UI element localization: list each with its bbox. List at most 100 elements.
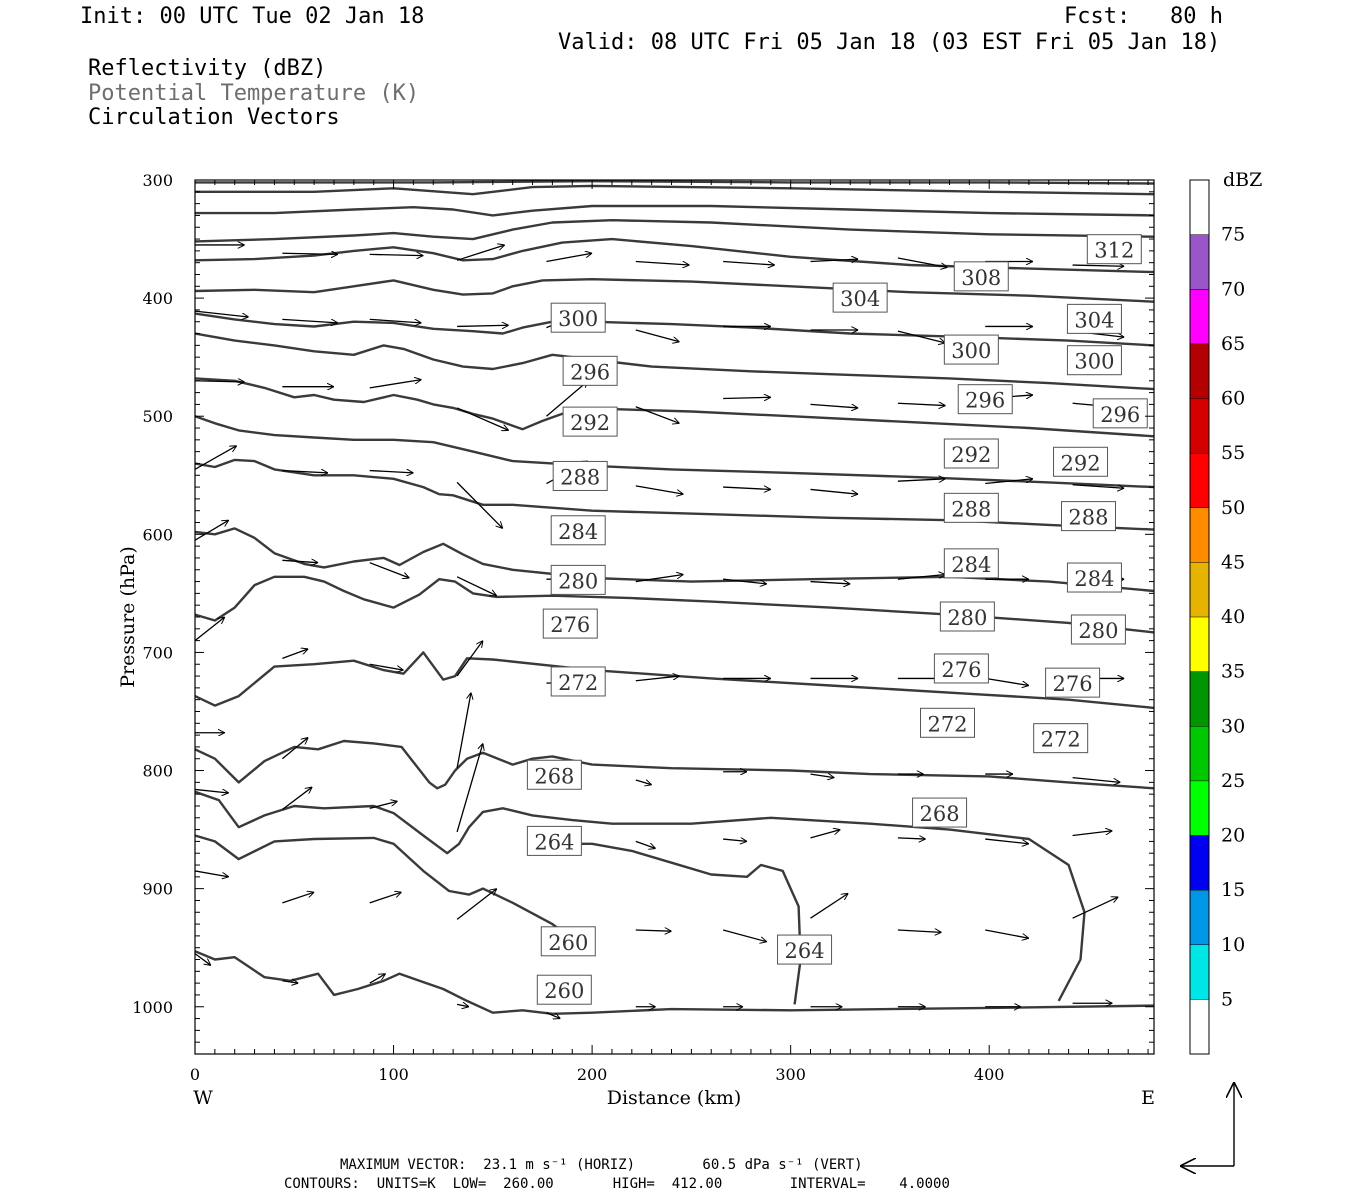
- east-label: E: [1141, 1087, 1155, 1109]
- theta-contour-320: [195, 204, 1154, 217]
- circulation-vector: [369, 974, 386, 984]
- circulation-vector: [369, 562, 410, 578]
- contour-label-box: [1086, 234, 1142, 265]
- colorbar-swatch: [1190, 453, 1209, 508]
- colorbar-unit-label: dBZ: [1223, 169, 1262, 191]
- contour-label-box: [552, 460, 608, 491]
- circulation-vector: [635, 930, 672, 931]
- contour-label: 288: [560, 465, 600, 489]
- circulation-vector: [635, 676, 680, 682]
- contour-label: 272: [558, 671, 598, 695]
- valid-time: Valid: 08 UTC Fri 05 Jan 18 (03 EST Fri …: [558, 30, 1221, 55]
- circulation-vector: [282, 981, 298, 983]
- circulation-vector: [985, 838, 1029, 844]
- contour-label: 280: [947, 606, 987, 630]
- west-label: W: [193, 1087, 213, 1109]
- contour-label-box: [550, 515, 606, 546]
- theta-contours: [195, 180, 1154, 1015]
- x-tick-label: 100: [378, 1065, 409, 1084]
- colorbar-level-label: 10: [1221, 934, 1245, 956]
- circulation-vector: [635, 329, 680, 342]
- circulation-vector: [195, 789, 229, 793]
- theta-contour-284: [195, 527, 1154, 593]
- theta-contour-300: [195, 332, 1154, 391]
- circulation-vector: [281, 787, 312, 811]
- circulation-vector: [723, 578, 767, 584]
- circulation-vector: [282, 560, 318, 562]
- contour-label-box: [1033, 723, 1089, 754]
- y-tick-label: 1000: [132, 998, 173, 1017]
- contour-label-box: [562, 355, 618, 386]
- y-tick-label: 700: [142, 643, 173, 662]
- field-reflectivity: Reflectivity (dBZ): [88, 56, 327, 81]
- theta-contour-264: [552, 842, 802, 1005]
- contour-label-box: [933, 653, 989, 684]
- contours-info-line: CONTOURS: UNITS=K LOW= 260.00 HIGH= 412.…: [284, 1176, 950, 1192]
- contour-label: 296: [570, 360, 610, 384]
- colorbar-level-label: 30: [1221, 715, 1245, 737]
- colorbar-level-label: 5: [1221, 988, 1233, 1010]
- circulation-vector: [195, 617, 225, 642]
- theta-contour-288: [195, 458, 1154, 531]
- colorbar-swatch: [1190, 944, 1209, 1000]
- circulation-vector: [195, 870, 229, 877]
- circulation-vector: [456, 641, 483, 677]
- contour-label: 284: [558, 520, 598, 544]
- contour-label: 276: [941, 658, 981, 682]
- contour-label-box: [1053, 446, 1109, 477]
- colorbar-level-label: 35: [1221, 661, 1245, 683]
- x-tick-label: 400: [974, 1065, 1005, 1084]
- contour-label-box: [526, 759, 582, 790]
- reference-vector-arrow: [1180, 1082, 1234, 1166]
- max-vector-line: MAXIMUM VECTOR: 23.1 m s⁻¹ (HORIZ) 60.5 …: [340, 1157, 863, 1173]
- contour-label-box: [1092, 398, 1148, 429]
- colorbar-level-label: 45: [1221, 551, 1245, 573]
- contour-label-box: [1070, 614, 1126, 645]
- y-axis-label: Pressure (hPa): [117, 546, 139, 688]
- circulation-vector: [369, 254, 424, 255]
- colorbar-level-label: 20: [1221, 825, 1245, 847]
- circulation-vector: [195, 520, 229, 541]
- contour-label: 280: [1078, 619, 1118, 643]
- circulation-vector: [985, 479, 1033, 485]
- circulation-vector: [1072, 265, 1125, 266]
- colorbar-swatch: [1190, 507, 1209, 563]
- theta-contour-292: [195, 415, 1154, 489]
- circulation-vector: [369, 318, 422, 323]
- circulation-vector: [456, 1004, 469, 1006]
- y-tick-label: 600: [142, 525, 173, 544]
- circulation-vector: [723, 487, 771, 489]
- contour-label-box: [550, 564, 606, 595]
- contour-label-box: [1045, 667, 1101, 698]
- circulation-vector: [897, 403, 946, 405]
- circulation-vector: [281, 737, 308, 760]
- contour-label-box: [920, 707, 976, 738]
- theta-contour-316: [195, 218, 1154, 243]
- contour-label-box: [943, 492, 999, 523]
- theta-contour-328: [195, 180, 1154, 185]
- contour-label: 292: [951, 443, 991, 467]
- circulation-vector: [195, 445, 237, 470]
- theta-contour-268: [195, 790, 1086, 1002]
- contour-label: 300: [951, 339, 991, 363]
- colorbar-swatch: [1190, 234, 1209, 290]
- contour-label-box: [943, 334, 999, 365]
- circulation-vector: [195, 310, 249, 317]
- circulation-vector: [456, 245, 505, 261]
- colorbar-swatch: [1190, 780, 1209, 836]
- theta-contour-308: [195, 278, 1154, 303]
- circulation-vector: [635, 574, 684, 583]
- contour-label-box: [832, 282, 888, 313]
- plot-frame: [194, 179, 1155, 1055]
- contour-label-box: [957, 384, 1013, 415]
- circulation-vector: [897, 479, 946, 481]
- contour-label: 264: [785, 939, 825, 963]
- colorbar-swatch: [1190, 835, 1209, 891]
- axis-ticks: 300 400 500 600 700 800 900 1000 0 100 200 300 400: [132, 171, 1154, 1084]
- contour-label: 304: [1074, 308, 1114, 332]
- colorbar-swatch: [1190, 562, 1209, 617]
- colorbar-level-label: 75: [1221, 224, 1245, 246]
- colorbar-swatch: [1190, 671, 1209, 727]
- circulation-vector: [985, 929, 1029, 938]
